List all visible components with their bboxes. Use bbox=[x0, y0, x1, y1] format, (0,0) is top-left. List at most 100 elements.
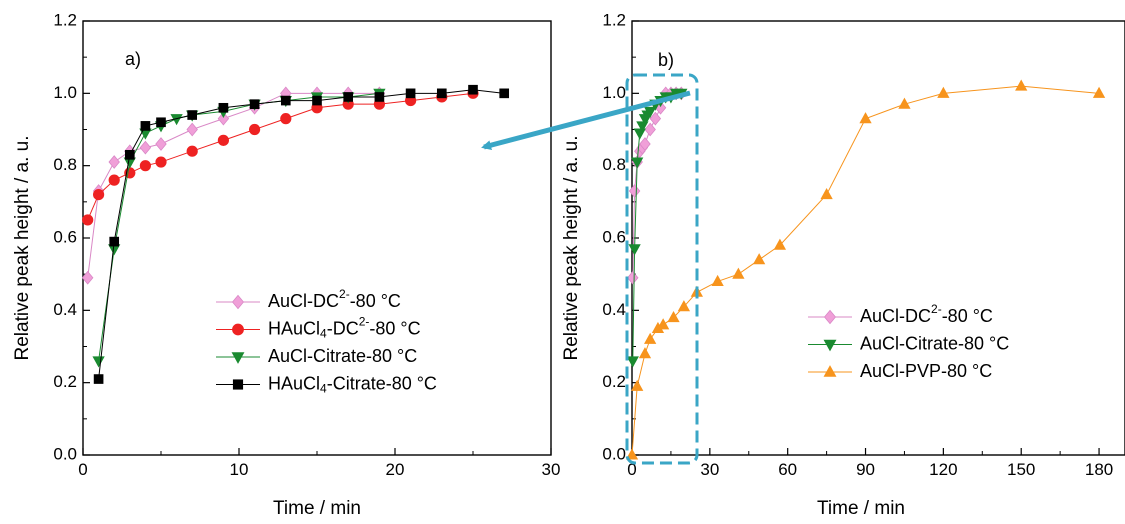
data-point bbox=[109, 236, 120, 247]
x-tick-label: 30 bbox=[700, 460, 719, 479]
data-point bbox=[232, 379, 244, 390]
legend-label-part: 4 bbox=[320, 327, 327, 341]
legend-label-part: -80 °C bbox=[350, 291, 401, 311]
data-point bbox=[499, 88, 510, 99]
legend-label: AuCl-PVP-80 °C bbox=[860, 361, 992, 381]
data-point bbox=[732, 267, 745, 279]
series-line bbox=[98, 89, 505, 380]
legend-label-part: 2- bbox=[339, 287, 350, 301]
data-point bbox=[231, 352, 245, 364]
data-point bbox=[644, 106, 657, 118]
panel-label: a) bbox=[125, 49, 141, 69]
legend-label: HAuCl4-DC2--80 °C bbox=[268, 315, 421, 341]
y-tick-label: 0.2 bbox=[53, 372, 77, 391]
y-tick-label: 0.6 bbox=[602, 227, 626, 246]
legend-label-part: AuCl-Citrate-80 °C bbox=[268, 346, 417, 366]
legend-entry: AuCl-PVP-80 °C bbox=[808, 361, 992, 381]
data-point bbox=[631, 157, 644, 169]
data-point bbox=[1092, 86, 1106, 98]
y-tick-label: 0.0 bbox=[53, 444, 77, 463]
data-point bbox=[81, 270, 94, 285]
data-point bbox=[823, 309, 837, 325]
plot-frame bbox=[631, 20, 1125, 456]
data-point bbox=[187, 110, 198, 120]
data-point bbox=[405, 88, 416, 99]
data-point bbox=[232, 323, 244, 336]
series-2 bbox=[625, 79, 1106, 460]
data-point bbox=[773, 238, 787, 250]
data-point bbox=[631, 379, 644, 391]
data-point bbox=[231, 294, 245, 310]
data-point bbox=[436, 88, 447, 99]
zoom-arrow bbox=[481, 90, 691, 151]
y-tick-label: 1.0 bbox=[602, 83, 626, 102]
legend-label-part: AuCl-DC bbox=[268, 291, 339, 311]
data-point bbox=[92, 356, 105, 368]
legend-label-part: -DC bbox=[327, 318, 359, 338]
data-point bbox=[82, 214, 94, 226]
data-point bbox=[656, 318, 670, 330]
legend-entry: AuCl-DC2--80 °C bbox=[216, 287, 401, 311]
x-tick-label: 180 bbox=[1085, 460, 1113, 479]
data-point bbox=[249, 123, 261, 136]
series-0 bbox=[81, 86, 386, 285]
data-point bbox=[644, 122, 656, 137]
legend-label-part: AuCl-DC bbox=[860, 306, 931, 326]
data-point bbox=[820, 188, 833, 200]
data-point bbox=[312, 95, 322, 106]
highlight-box bbox=[625, 73, 699, 465]
y-tick-label: 0.6 bbox=[53, 227, 77, 246]
data-point bbox=[638, 347, 652, 359]
y-tick-label: 0.2 bbox=[602, 372, 626, 391]
x-axis-title: Time / min bbox=[817, 498, 905, 519]
data-point bbox=[139, 160, 151, 172]
data-point bbox=[108, 174, 120, 186]
y-tick-label: 1.2 bbox=[602, 10, 626, 29]
data-point bbox=[1015, 79, 1028, 91]
y-axis-title: Relative peak height / a. u. bbox=[561, 136, 582, 361]
data-point bbox=[711, 274, 724, 286]
legend-label-part: HAuCl bbox=[268, 373, 320, 393]
data-point bbox=[186, 145, 198, 157]
legend-label: AuCl-Citrate-80 °C bbox=[268, 346, 417, 366]
data-point bbox=[468, 84, 478, 95]
data-point bbox=[625, 448, 639, 460]
data-point bbox=[218, 102, 229, 113]
x-tick-label: 10 bbox=[230, 460, 249, 479]
panel-label: b) bbox=[658, 50, 674, 70]
x-axis-title: Time / min bbox=[273, 498, 361, 519]
x-tick-label: 90 bbox=[856, 460, 875, 479]
data-point bbox=[753, 253, 766, 265]
series-1 bbox=[82, 87, 479, 226]
data-point bbox=[249, 99, 260, 110]
data-point bbox=[280, 113, 292, 125]
data-point bbox=[823, 365, 837, 377]
y-tick-label: 0.8 bbox=[602, 155, 626, 174]
data-point bbox=[628, 244, 641, 256]
x-tick-label: 0 bbox=[627, 460, 636, 479]
data-point bbox=[626, 356, 639, 368]
legend-label: HAuCl4-Citrate-80 °C bbox=[268, 373, 437, 395]
data-point bbox=[628, 184, 641, 198]
data-point bbox=[156, 117, 166, 128]
legend-entry: HAuCl4-Citrate-80 °C bbox=[216, 373, 437, 396]
data-point bbox=[649, 111, 662, 126]
data-point bbox=[155, 156, 167, 168]
series-line bbox=[87, 92, 380, 278]
data-point bbox=[374, 92, 385, 102]
legend-label-part: AuCl-Citrate-80 °C bbox=[860, 333, 1009, 353]
data-point bbox=[937, 86, 950, 98]
data-point bbox=[140, 121, 151, 131]
chart-panel-a: 0.0 0.2 0.4 0.6 0.8 1.0 1.2 0 10 20 30 Time / min Re… bbox=[12, 10, 560, 519]
legend-label: AuCl-DC2--80 °C bbox=[268, 287, 401, 311]
legend-entry: AuCl-Citrate-80 °C bbox=[216, 346, 417, 366]
legend-label-part: -Citrate-80 °C bbox=[327, 373, 437, 393]
y-tick-label: 0.0 bbox=[602, 444, 626, 463]
data-point bbox=[108, 155, 120, 169]
data-point bbox=[644, 332, 657, 344]
chart-panel-b: 0.0 0.2 0.4 0.6 0.8 1.0 1.2 0 30 60 90 120 150 180 Tim… bbox=[561, 10, 1125, 519]
data-point bbox=[93, 189, 105, 201]
y-tick-label: 0.4 bbox=[602, 300, 626, 319]
legend-label: AuCl-DC2--80 °C bbox=[860, 302, 993, 326]
legend-label-part: -80 °C bbox=[369, 318, 420, 338]
